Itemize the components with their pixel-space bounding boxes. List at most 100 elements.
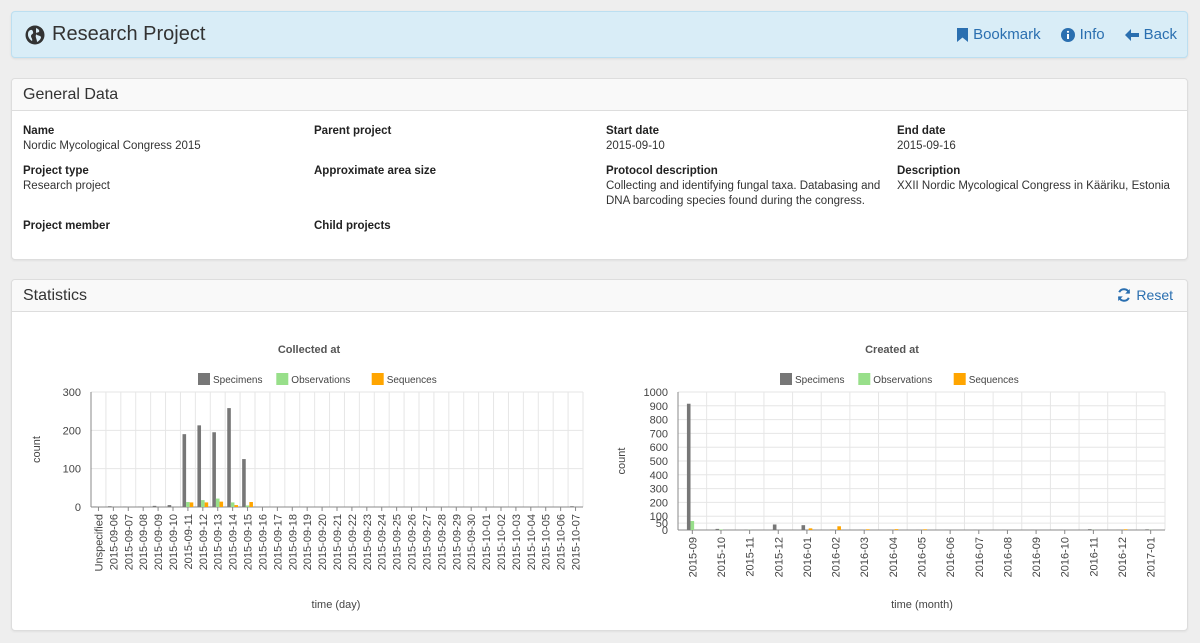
x-tick-label: 2015-09	[687, 537, 699, 577]
field-project-member: Project member	[23, 219, 110, 234]
y-tick-label: 0	[75, 502, 81, 514]
field-protocol-label: Protocol description	[606, 165, 718, 177]
legend-swatch	[198, 373, 210, 385]
field-start-date-value: 2015-09-10	[606, 140, 665, 152]
field-protocol: Protocol description Collecting and iden…	[606, 164, 891, 209]
chart-bar	[234, 505, 239, 507]
x-tick-label: 2016-04	[888, 537, 900, 577]
x-tick-label: 2016-11	[1088, 537, 1100, 577]
legend-label: Specimens	[795, 375, 844, 386]
y-tick-label: 300	[63, 387, 81, 399]
field-end-date-label: End date	[897, 125, 946, 137]
y-axis-label: count	[31, 436, 43, 463]
field-parent-project: Parent project	[314, 124, 391, 139]
chart-bar	[837, 526, 841, 530]
field-name-label: Name	[23, 125, 55, 137]
x-axis-label: time (day)	[312, 599, 361, 611]
field-project-type: Project type Research project	[23, 164, 110, 194]
y-tick-label: 0	[662, 525, 668, 537]
statistics-title: Statistics	[23, 287, 88, 304]
x-tick-label: 2015-10-01	[481, 514, 493, 570]
x-tick-label: 2015-09-29	[451, 514, 463, 570]
x-tick-label: 2015-10-02	[496, 514, 508, 570]
field-start-date: Start date 2015-09-10	[606, 124, 665, 154]
chart-bar	[570, 506, 574, 507]
chart-bar	[167, 505, 172, 507]
info-button[interactable]: Info	[1060, 26, 1105, 43]
field-protocol-value: Collecting and identifying fungal taxa. …	[606, 180, 881, 207]
x-tick-label: 2016-10	[1060, 537, 1072, 577]
field-project-type-label: Project type	[23, 165, 89, 177]
chart-bar	[186, 502, 190, 507]
chart-bar	[245, 505, 250, 507]
x-tick-label: 2015-09-17	[272, 514, 284, 570]
y-tick-label: 1000	[644, 387, 668, 399]
x-tick-label: 2015-09-12	[198, 514, 210, 570]
x-tick-label: 2015-09-11	[183, 514, 195, 569]
chart-bar	[242, 459, 246, 507]
legend-label: Specimens	[213, 375, 262, 386]
header-bar: Research Project Bookmark Info Back	[11, 11, 1188, 58]
chart-bar	[894, 529, 899, 530]
x-tick-label: 2016-12	[1117, 537, 1129, 577]
x-tick-label: 2015-09-19	[302, 514, 314, 570]
chart-bar	[686, 403, 691, 530]
legend-swatch	[780, 373, 792, 385]
chart-bar	[719, 529, 723, 530]
bookmark-button[interactable]: Bookmark	[957, 26, 1041, 43]
refresh-icon	[1118, 288, 1131, 302]
general-data-heading: General Data	[12, 79, 1187, 111]
field-parent-project-label: Parent project	[314, 125, 392, 137]
x-tick-label: 2016-06	[945, 537, 957, 577]
back-button[interactable]: Back	[1124, 26, 1177, 43]
field-description: Description XXII Nordic Mycological Cong…	[897, 164, 1182, 194]
statistics-charts: Collected at Specimens Observations Sequenc…	[31, 344, 1166, 611]
bookmark-icon	[957, 27, 969, 42]
x-tick-label: 2015-09-16	[257, 514, 269, 570]
y-tick-label: 50	[656, 518, 668, 530]
chart-bar	[249, 502, 253, 507]
x-tick-label: 2015-09-24	[377, 514, 389, 570]
info-label: Info	[1079, 26, 1105, 43]
info-icon	[1060, 27, 1075, 42]
y-tick-label: 100	[650, 511, 668, 523]
chart-bar	[690, 521, 695, 530]
x-tick-label: Unspecified	[93, 514, 105, 571]
y-tick-label: 400	[650, 470, 668, 482]
chart-bar	[1123, 529, 1128, 530]
x-tick-label: 2015-09-28	[436, 514, 448, 570]
field-area-size: Approximate area size	[314, 164, 436, 179]
arrow-left-icon	[1124, 28, 1139, 41]
chart-bar	[808, 528, 813, 530]
chart-bar	[204, 502, 209, 507]
chart-bar	[1145, 529, 1149, 530]
chart-bar	[1087, 529, 1092, 530]
x-axis-label: time (month)	[891, 599, 953, 611]
chart-bar	[152, 505, 157, 507]
x-tick-label: 2015-10-05	[541, 514, 553, 570]
chart-bar	[772, 524, 777, 530]
x-tick-label: 2015-09-26	[407, 514, 419, 570]
legend-label: Observations	[873, 375, 932, 386]
legend-swatch	[276, 373, 289, 385]
x-tick-label: 2016-01	[802, 537, 814, 577]
y-tick-label: 200	[63, 425, 81, 437]
x-tick-label: 2015-11	[745, 537, 757, 577]
legend-label: Observations	[291, 375, 350, 386]
chart-title: Collected at	[278, 344, 341, 356]
x-tick-label: 2015-09-07	[123, 514, 135, 570]
x-tick-label: 2016-03	[859, 537, 871, 577]
chart-bar	[189, 502, 194, 507]
field-description-label: Description	[897, 165, 961, 177]
x-tick-label: 2015-09-27	[421, 514, 433, 570]
field-end-date: End date 2015-09-16	[897, 124, 956, 154]
x-tick-label: 2016-09	[1031, 537, 1043, 577]
y-tick-label: 900	[650, 401, 668, 413]
bookmark-label: Bookmark	[973, 26, 1041, 43]
field-end-date-value: 2015-09-16	[897, 140, 956, 152]
x-tick-label: 2015-09-25	[392, 514, 404, 570]
chart-bar	[201, 500, 205, 507]
reset-button[interactable]: Reset	[1117, 287, 1173, 303]
y-tick-label: 500	[650, 456, 668, 468]
chart-bar	[215, 498, 220, 507]
